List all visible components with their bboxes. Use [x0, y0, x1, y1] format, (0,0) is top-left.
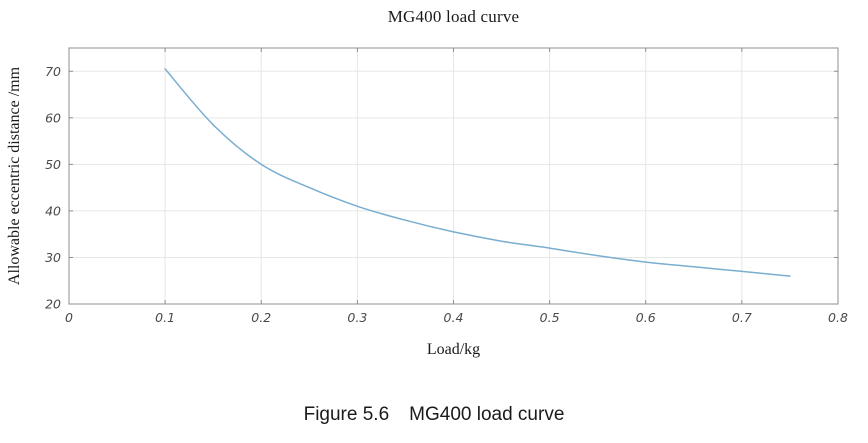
x-tick-label: 0.1 — [155, 310, 175, 325]
y-tick-label: 60 — [45, 110, 61, 125]
chart-title: MG400 load curve — [387, 7, 520, 26]
y-tick-label: 40 — [45, 203, 61, 218]
figure-caption-text: MG400 load curve — [409, 404, 565, 425]
y-tick-label: 20 — [45, 297, 61, 312]
load-curve-plot: 0 0.1 0.2 0.3 0.4 0.5 0.6 0.7 0.8 20 30 40 50 60 70 — [45, 47, 848, 325]
figure-caption-number: Figure 5.6 — [303, 404, 390, 425]
x-tick-label: 0.8 — [828, 310, 848, 325]
load-curve-line — [164, 68, 791, 277]
x-axis-label: Load/kg — [426, 341, 481, 358]
x-tick-label: 0.7 — [732, 310, 752, 325]
x-tick-label: 0.6 — [636, 310, 656, 325]
x-tick-label: 0.2 — [251, 310, 271, 325]
x-tick-label: 0.4 — [444, 310, 464, 325]
y-tick-label: 70 — [45, 64, 61, 79]
figure-caption: Figure 5.6 MG400 load curve — [0, 404, 868, 426]
y-tick-label: 30 — [45, 250, 61, 265]
x-tick-label: 0 — [65, 310, 73, 325]
x-tick-label: 0.3 — [347, 310, 367, 325]
x-tick-label: 0.5 — [540, 310, 560, 325]
y-tick-label: 50 — [45, 157, 61, 172]
